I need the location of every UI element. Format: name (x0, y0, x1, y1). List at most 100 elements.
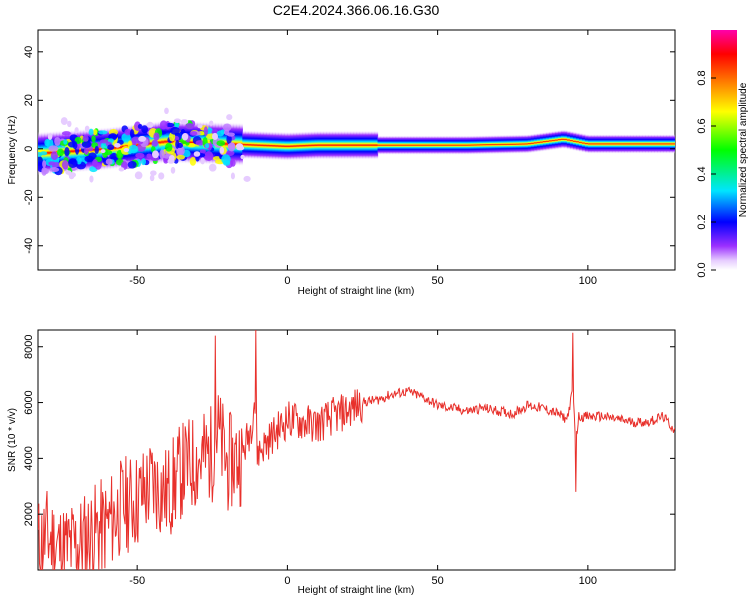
spectrogram-faint-blob (152, 150, 159, 159)
spectrogram-cell (368, 130, 373, 160)
spectrogram-blob (38, 155, 43, 166)
spectrogram-blob (226, 134, 232, 145)
spectrogram-faint-blob (74, 127, 79, 133)
spectrogram-cell (287, 131, 291, 161)
spectrogram-faint-blob (47, 133, 53, 140)
spectrogram-cell (470, 135, 475, 155)
spectrogram-blob (159, 120, 168, 130)
spectrogram-faint-blob (173, 118, 181, 123)
spectrogram-blob (211, 129, 219, 135)
spectrogram-cell (449, 135, 454, 155)
spectrogram-cell (512, 134, 517, 154)
spectrogram-cell (371, 130, 376, 160)
spectrogram-cell (425, 135, 430, 155)
spectrogram-blob (199, 149, 206, 154)
spectrogram-cell (551, 130, 556, 151)
spectrogram-faint-blob (89, 175, 94, 183)
spectrogram-cell (458, 135, 463, 155)
spectrogram-faint-blob (226, 114, 233, 121)
spectrogram-cell (629, 134, 634, 154)
spectrogram-cell (614, 134, 619, 154)
spectrogram-cell (596, 134, 601, 154)
snr-y-label: SNR (10 * v/v) (7, 408, 18, 472)
spectrogram-cell (266, 131, 270, 161)
spectrogram-blob (107, 144, 115, 151)
snr-y-ticks: 2000 4000 6000 8000 (23, 335, 675, 526)
spectrogram-cell (224, 122, 228, 166)
spectrogram-blob (41, 168, 49, 175)
spectrogram-blob (141, 158, 147, 166)
spectrogram-blob (91, 135, 96, 143)
spectrogram-cell (431, 135, 436, 155)
colorbar-ticks: 0.0 0.2 0.4 0.6 0.8 (696, 70, 716, 278)
y-tick-label: 4000 (23, 446, 35, 470)
spectrogram-cell (290, 131, 295, 161)
spectrogram-faint-blob (150, 170, 157, 176)
spectrogram-cell (662, 134, 667, 154)
x-tick-label: 100 (579, 275, 597, 287)
spectrogram-cell (428, 135, 433, 155)
spectrogram-blob (177, 142, 184, 149)
spectrogram-cell (641, 134, 646, 154)
spectrogram-cell (383, 135, 388, 155)
spectrogram-cell (530, 133, 535, 154)
spectrogram-cell (299, 131, 304, 161)
spectrogram-cell (653, 134, 658, 154)
spectrogram-blob (108, 134, 118, 140)
spectrogram-blob (135, 152, 145, 159)
spectrogram-cell (413, 135, 418, 155)
spectrogram-blob (82, 135, 89, 142)
spectrogram-cell (656, 134, 661, 154)
spectrogram-blob (124, 128, 132, 136)
spectrogram-cell (272, 131, 276, 161)
colorbar-tick-label: 0.8 (696, 70, 708, 85)
spectrogram-cell (278, 131, 282, 161)
spectrogram-faint-blob (200, 157, 205, 165)
y-tick-label: 40 (23, 46, 35, 58)
spectrogram-blob (221, 154, 231, 165)
spectrogram-cell (575, 132, 580, 152)
spectrogram-cell (620, 134, 625, 154)
spectrogram-blob (44, 139, 50, 147)
spectrogram-cell (452, 135, 457, 155)
spectrogram-cell (356, 130, 361, 160)
spectrogram-faint-blob (243, 175, 251, 182)
x-tick-label: -50 (129, 575, 145, 587)
spectrogram-blob (54, 136, 61, 146)
spectrogram-cell (119, 125, 123, 169)
spectrogram-cell (350, 130, 355, 160)
spectrogram-cell (254, 130, 258, 160)
spectrogram-cell (539, 132, 544, 152)
spectrogram-cell (248, 130, 252, 160)
spectrogram-cell (638, 134, 643, 154)
spectrogram-cell (671, 134, 675, 154)
spectrogram-cell (644, 134, 649, 154)
spectrogram-blob (216, 140, 226, 147)
spectrogram-cell (401, 135, 406, 155)
spectrogram-cell (521, 134, 526, 154)
spectrogram-cell (560, 129, 565, 149)
spectrogram-blob (216, 130, 225, 137)
y-tick-label: 8000 (23, 335, 35, 359)
spectrogram-blob (72, 141, 78, 150)
y-tick-label: 6000 (23, 390, 35, 414)
spectrogram-faint-blob (114, 142, 121, 148)
spectrogram-cell (419, 135, 424, 155)
spectrogram-faint-blob (167, 158, 175, 164)
spectrogram-cell (518, 134, 523, 154)
snr-panel: -50 0 50 100 2000 4000 6000 8000 Height of str… (7, 329, 676, 596)
spectrogram-cell (98, 127, 102, 172)
spectrogram-blob (189, 131, 198, 136)
colorbar-tick-label: 0.6 (696, 118, 708, 133)
spectrogram-cell (554, 130, 559, 150)
spectrogram-cell (362, 130, 367, 160)
spectrogram-cell (479, 135, 484, 155)
spectrogram-cell (71, 129, 75, 174)
spectrogram-blob (98, 130, 108, 135)
spectrogram-cell (455, 135, 460, 155)
x-tick-label: 0 (284, 275, 290, 287)
spectrogram-faint-blob (84, 125, 90, 133)
spectrogram-cell (422, 135, 427, 155)
spectrogram-cell (542, 132, 547, 152)
spectrogram-cell (263, 130, 267, 160)
